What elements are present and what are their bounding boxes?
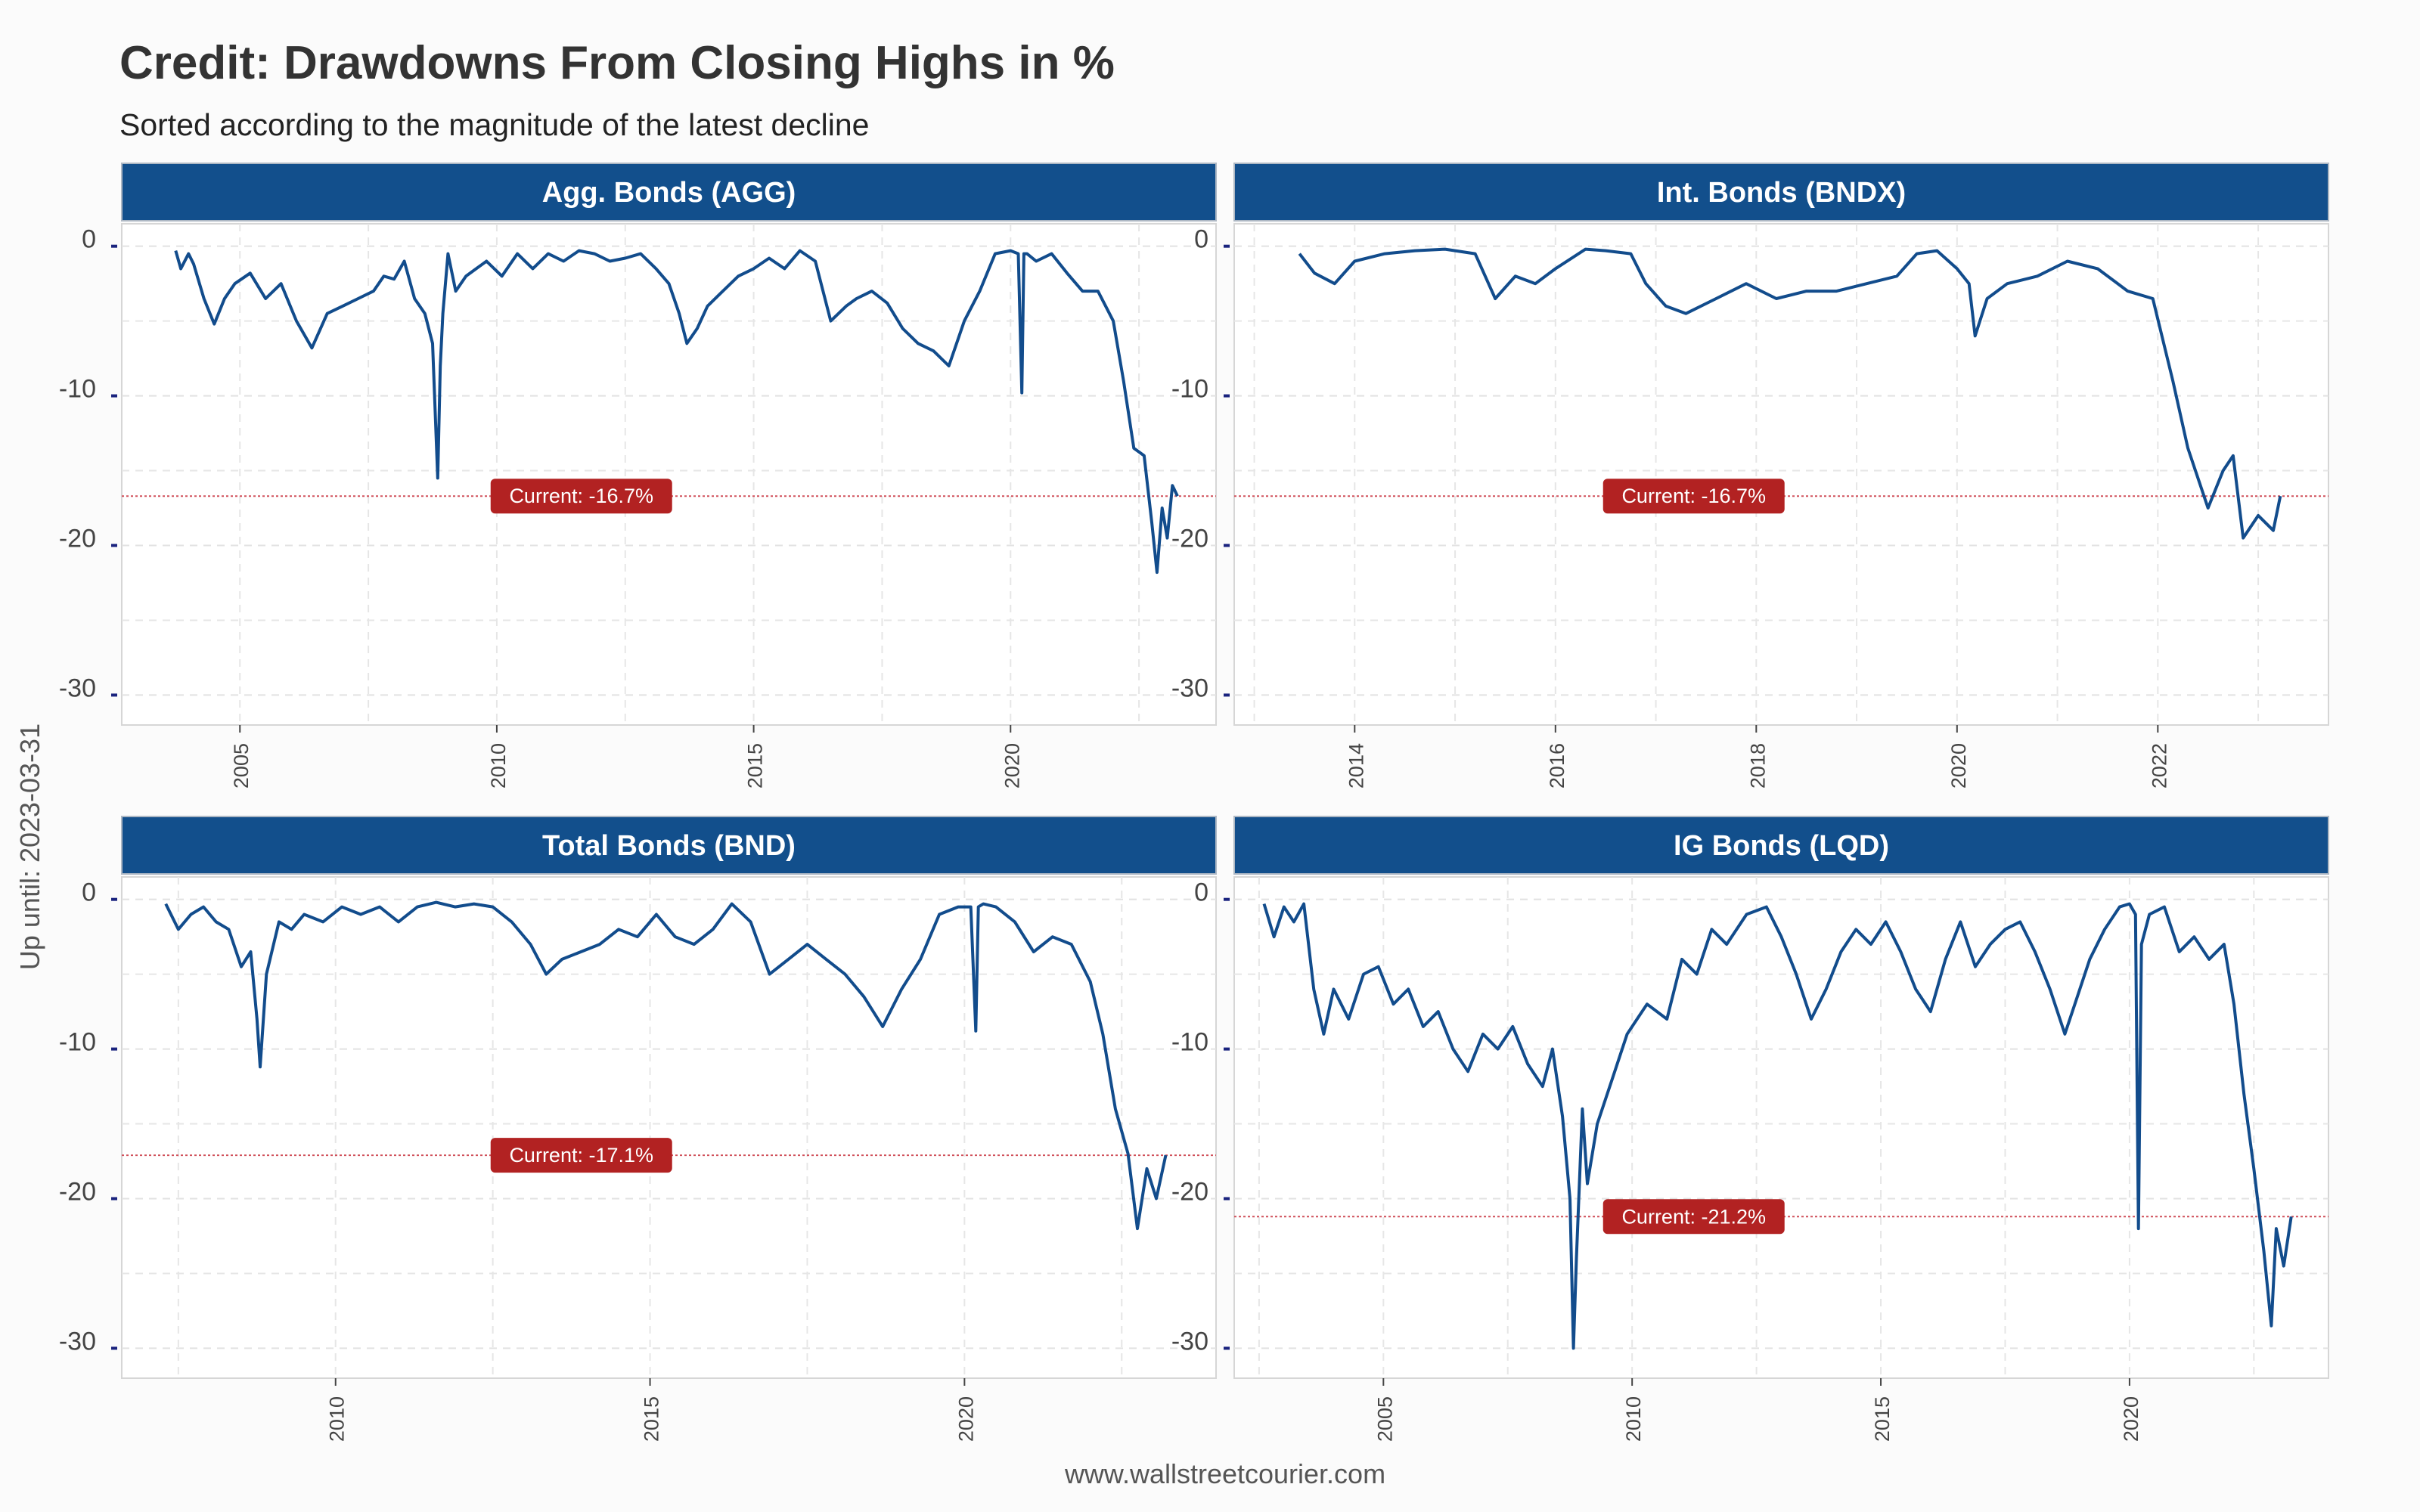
drawdown-line: [174, 249, 1179, 575]
plot-area: [121, 876, 1217, 1379]
panel-title: Int. Bonds (BNDX): [1657, 177, 1906, 209]
current-label-box: [1602, 1199, 1785, 1235]
x-tick-label: 2020: [954, 1396, 977, 1442]
y-tick-label: 0: [82, 225, 96, 254]
current-label: Current: -16.7%: [1621, 485, 1766, 507]
plot-area: [1233, 876, 2329, 1379]
y-tick-label: -10: [1171, 1028, 1208, 1057]
panel-title: Total Bonds (BND): [542, 830, 796, 862]
x-tick-label: 2014: [1345, 743, 1367, 789]
y-tick-label: 0: [1194, 878, 1208, 907]
y-tick-label: 0: [1194, 225, 1208, 254]
y-tick-label: -20: [1171, 1178, 1208, 1207]
y-tick-label: -10: [1171, 375, 1208, 404]
y-tick-label: -20: [59, 525, 96, 553]
panel-2: Int. Bonds (BNDX) 0 -10 -20 -30 2014 2016 2018 2…: [1171, 163, 2329, 789]
x-tick-label: 2020: [2120, 1396, 2142, 1442]
current-label-box: [1602, 479, 1785, 514]
panel-title: IG Bonds (LQD): [1674, 830, 1889, 862]
y-tick-label: -20: [1171, 525, 1208, 553]
y-tick-label: -30: [1171, 674, 1208, 702]
source-caption: www.wallstreetcourier.com: [1064, 1458, 1386, 1489]
x-tick-label: 2015: [744, 743, 767, 789]
current-label-box: [490, 479, 672, 514]
y-tick-label: -30: [1171, 1327, 1208, 1356]
x-tick-label: 2010: [326, 1396, 349, 1442]
x-tick-label: 2015: [1871, 1396, 1894, 1442]
x-tick-label: 2020: [1947, 743, 1970, 789]
panel-strip: [1233, 163, 2329, 222]
chart-subtitle: Sorted according to the magnitude of the…: [119, 107, 870, 142]
x-tick-label: 2020: [1001, 743, 1023, 789]
current-label: Current: -21.2%: [1621, 1205, 1766, 1228]
x-tick-label: 2005: [230, 743, 253, 789]
panel-title: Agg. Bonds (AGG): [542, 177, 796, 209]
x-tick-label: 2005: [1373, 1396, 1396, 1442]
current-label: Current: -16.7%: [509, 485, 653, 507]
x-tick-label: 2016: [1546, 743, 1568, 789]
y-tick-label: -20: [59, 1178, 96, 1207]
panel-1: Agg. Bonds (AGG) 0 -10 -20 -30 2005 2010 2015 20…: [59, 163, 1217, 789]
panel-strip: [1233, 816, 2329, 875]
y-tick-label: -30: [59, 674, 96, 702]
panel-strip: [121, 816, 1217, 875]
plot-area: [1233, 223, 2329, 726]
y-tick-label: 0: [82, 878, 96, 907]
drawdown-line: [1298, 247, 2282, 540]
y-tick-label: -10: [59, 375, 96, 404]
panel-3: Total Bonds (BND) 0 -10 -20 -30 2010 2015 2020 C…: [59, 816, 1217, 1442]
chart-title: Credit: Drawdowns From Closing Highs in …: [119, 37, 1115, 89]
x-tick-label: 2010: [1622, 1396, 1645, 1442]
y-tick-label: -10: [59, 1028, 96, 1057]
x-tick-label: 2010: [487, 743, 510, 789]
drawdown-line: [1262, 902, 2293, 1350]
x-tick-label: 2015: [641, 1396, 663, 1442]
x-tick-label: 2022: [2148, 743, 2170, 789]
drawdown-line: [164, 900, 1168, 1231]
panel-4: IG Bonds (LQD) 0 -10 -20 -30 2005 2010 2015 2020…: [1171, 816, 2329, 1442]
current-label: Current: -17.1%: [509, 1144, 653, 1167]
panel-strip: [121, 163, 1217, 222]
x-tick-label: 2018: [1746, 743, 1769, 789]
y-tick-label: -30: [59, 1327, 96, 1356]
plot-area: [121, 223, 1217, 726]
current-label-box: [490, 1138, 672, 1173]
